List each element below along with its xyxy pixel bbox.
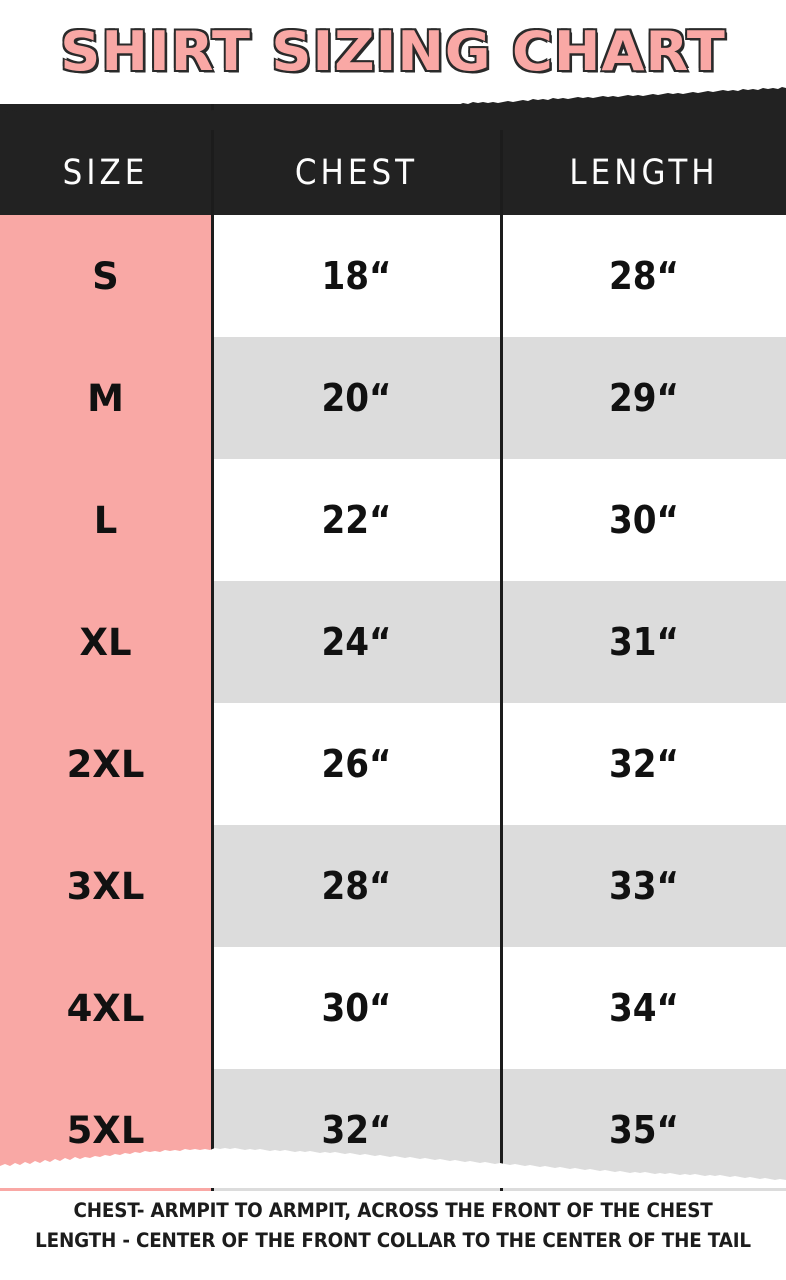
cell-chest: 18“ (321, 254, 392, 298)
cell-size: 3XL (0, 825, 211, 947)
column-header-length: LENGTH (569, 152, 719, 193)
table-row: S 18“ 28“ (0, 215, 786, 337)
cell-chest: 20“ (321, 376, 392, 420)
cell-size: M (0, 337, 211, 459)
cell-length: 29“ (608, 376, 680, 420)
table-row: 3XL 28“ 33“ (0, 825, 786, 947)
cell-size: 2XL (0, 703, 211, 825)
cell-chest: 30“ (321, 986, 392, 1030)
column-header-chest: CHEST (294, 152, 419, 193)
cell-chest: 26“ (321, 742, 392, 786)
cell-size: L (0, 459, 211, 581)
cell-length: 30“ (608, 498, 680, 542)
cell-size: 5XL (0, 1069, 211, 1191)
table-row: M 20“ 29“ (0, 337, 786, 459)
table-row: 5XL 32“ 35“ (0, 1069, 786, 1191)
table-row: L 22“ 30“ (0, 459, 786, 581)
cell-length: 33“ (608, 864, 680, 908)
cell-chest: 24“ (321, 620, 392, 664)
column-header-size: SIZE (62, 152, 149, 193)
cell-length: 28“ (608, 254, 680, 298)
cell-length: 32“ (608, 742, 680, 786)
sizing-table: SIZE CHEST LENGTH S 18“ 28“ M 20“ 29“ L 22“ 30“ X… (0, 104, 786, 1191)
column-divider-1 (211, 104, 214, 1191)
footer-notes: CHEST- ARMPIT TO ARMPIT, ACROSS THE FRON… (0, 1196, 786, 1256)
cell-size: 4XL (0, 947, 211, 1069)
cell-chest: 22“ (321, 498, 392, 542)
cell-size: S (0, 215, 211, 337)
cell-chest: 32“ (321, 1108, 392, 1152)
footer-line-length: LENGTH - CENTER OF THE FRONT COLLAR TO T… (35, 1229, 751, 1252)
cell-length: 35“ (608, 1108, 680, 1152)
table-row: 4XL 30“ 34“ (0, 947, 786, 1069)
cell-length: 31“ (608, 620, 680, 664)
footer-line-chest: CHEST- ARMPIT TO ARMPIT, ACROSS THE FRON… (73, 1199, 713, 1222)
table-row: 2XL 26“ 32“ (0, 703, 786, 825)
table-row: XL 24“ 31“ (0, 581, 786, 703)
cell-length: 34“ (608, 986, 680, 1030)
table-body: S 18“ 28“ M 20“ 29“ L 22“ 30“ XL 24“ 31“ 2XL 26“ 32“ 3X… (0, 215, 786, 1191)
page-title: SHIRT SIZING CHART (59, 20, 726, 83)
cell-chest: 28“ (321, 864, 392, 908)
table-header-row: SIZE CHEST LENGTH (0, 130, 786, 215)
title-area: SHIRT SIZING CHART (0, 0, 786, 104)
cell-size: XL (0, 581, 211, 703)
column-divider-2 (500, 104, 503, 1191)
